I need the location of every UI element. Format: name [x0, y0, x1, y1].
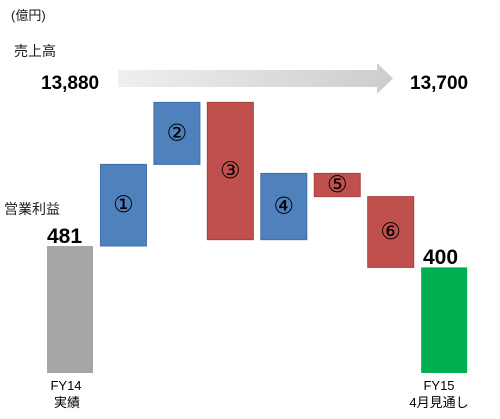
- step-label-5: ⑤: [327, 172, 348, 198]
- end-bar: [421, 267, 468, 373]
- start-value-label: 481: [47, 225, 82, 248]
- step-bar-3: [206, 101, 254, 241]
- metric-label: 営業利益: [4, 201, 60, 217]
- revenue-label: 売上高: [14, 43, 56, 59]
- step-labels-group: ① ② ③ ④ ⑤ ⑥: [113, 120, 401, 245]
- step-bar-2: [153, 101, 201, 165]
- step-bar-1: [99, 163, 147, 247]
- step-bar-5: [313, 172, 361, 198]
- step-bar-6: [367, 196, 415, 268]
- end-category-line-1: FY15: [423, 378, 454, 393]
- step-label-2: ②: [167, 120, 188, 146]
- step-bar-4: [260, 172, 308, 241]
- unit-label: (億円): [11, 8, 46, 23]
- bars-group: [47, 101, 468, 373]
- revenue-to-value: 13,700: [410, 73, 468, 94]
- end-category-line-2: 4月見通し: [409, 395, 468, 410]
- step-label-1: ①: [113, 192, 134, 218]
- start-category-line-1: FY14: [50, 378, 81, 393]
- revenue-from-value: 13,880: [41, 73, 99, 94]
- revenue-change-arrow: [118, 63, 393, 94]
- step-label-3: ③: [220, 158, 241, 184]
- start-category-line-2: 実績: [54, 395, 80, 410]
- start-bar: [47, 246, 93, 373]
- step-label-6: ⑥: [380, 219, 401, 245]
- step-label-4: ④: [273, 194, 294, 220]
- end-value-label: 400: [423, 246, 458, 269]
